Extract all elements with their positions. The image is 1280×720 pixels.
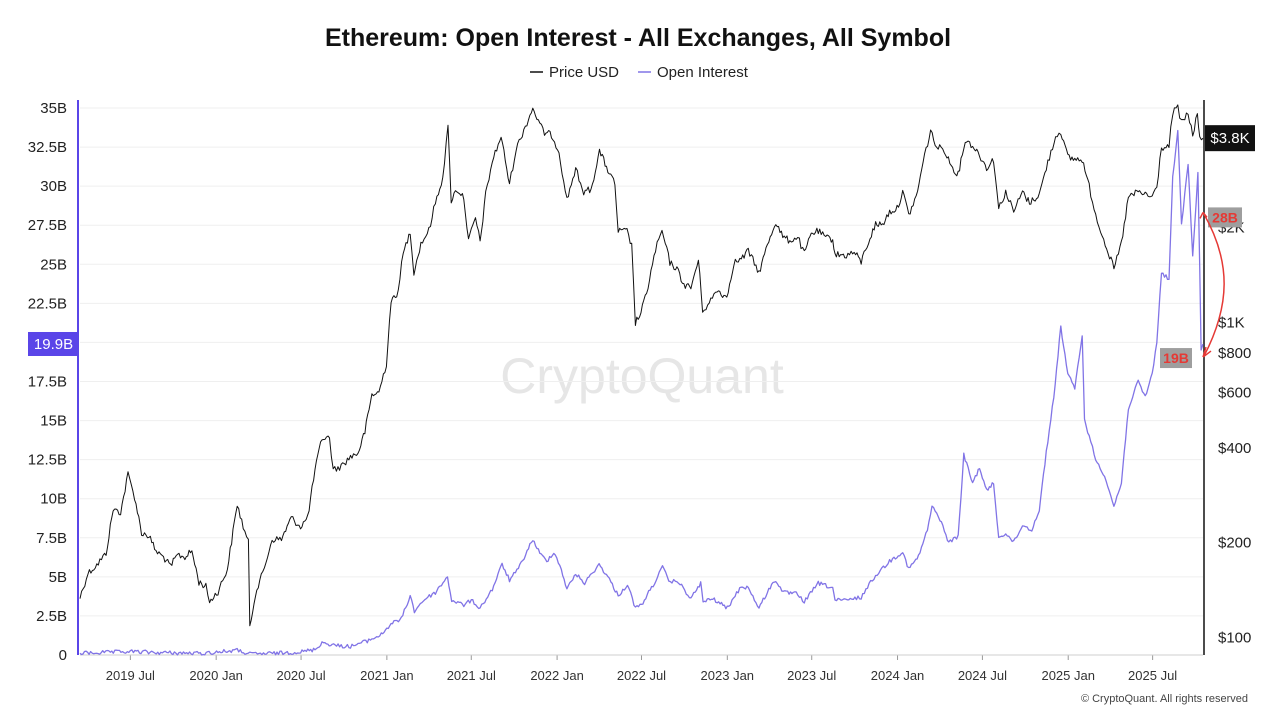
left-tick-label: 25B xyxy=(40,256,67,273)
x-tick-label: 2024 Jan xyxy=(871,668,925,683)
x-tick-label: 2023 Jul xyxy=(787,668,836,683)
footer-copyright: © CryptoQuant. All rights reserved xyxy=(1081,693,1248,705)
series-line-price xyxy=(79,104,1204,627)
right-tick-label: $1K xyxy=(1218,315,1245,332)
watermark: CryptoQuant xyxy=(500,348,784,404)
x-tick-label: 2022 Jan xyxy=(530,668,584,683)
current-oi-badge xyxy=(28,331,79,356)
x-tick-label: 2020 Jul xyxy=(276,668,325,683)
left-tick-label: 22.5B xyxy=(28,295,67,312)
current-oi-badge-label: 19.9B xyxy=(34,336,73,353)
annotation-label-19b: 19B xyxy=(1163,350,1189,366)
x-tick-label: 2022 Jul xyxy=(617,668,666,683)
left-tick-label: 32.5B xyxy=(28,139,67,156)
right-tick-label: $100 xyxy=(1218,630,1251,647)
left-tick-label: 17.5B xyxy=(28,374,67,391)
x-tick-label: 2025 Jan xyxy=(1041,668,1095,683)
x-tick-label: 2025 Jul xyxy=(1128,668,1177,683)
x-tick-label: 2023 Jan xyxy=(701,668,755,683)
legend-label-price: Price USD xyxy=(549,64,619,81)
x-tick-label: 2021 Jan xyxy=(360,668,414,683)
left-tick-label: 30B xyxy=(40,178,67,195)
annotation-arrowhead xyxy=(1202,346,1212,358)
annotation-layer: 19.9B $3.8K 28B 19B xyxy=(28,125,1255,369)
x-tick-label: 2019 Jul xyxy=(106,668,155,683)
grid-layer xyxy=(80,107,1203,617)
left-tick-label: 10B xyxy=(40,491,67,508)
left-tick-label: 7.5B xyxy=(36,530,67,547)
left-tick-label: 0 xyxy=(59,647,67,664)
legend-label-open-interest: Open Interest xyxy=(657,64,749,81)
current-price-badge-label: $3.8K xyxy=(1210,130,1249,147)
x-tick-label: 2024 Jul xyxy=(958,668,1007,683)
x-tick-label: 2021 Jul xyxy=(447,668,496,683)
right-tick-label: $600 xyxy=(1218,384,1251,401)
annotation-arrow xyxy=(1202,212,1225,357)
annotation-box-19b xyxy=(1160,348,1192,369)
left-tick-label: 35B xyxy=(40,100,67,117)
left-tick-label: 15B xyxy=(40,413,67,430)
x-tick-label: 2020 Jan xyxy=(189,668,243,683)
series-line-open-interest xyxy=(79,129,1204,656)
axes-layer: 02.5B5B7.5B10B12.5B15B17.5B20B22.5B25B27… xyxy=(28,100,1251,683)
chart-title: Ethereum: Open Interest - All Exchanges,… xyxy=(325,24,951,52)
current-price-badge xyxy=(1205,125,1255,152)
annotation-label-28b: 28B xyxy=(1212,209,1238,225)
right-tick-label: $200 xyxy=(1218,535,1251,552)
right-tick-label: $400 xyxy=(1218,440,1251,457)
annotation-arrow-tail xyxy=(1199,211,1208,219)
left-tick-label: 2.5B xyxy=(36,608,67,625)
left-tick-label: 27.5B xyxy=(28,217,67,234)
left-tick-label: 5B xyxy=(49,569,67,586)
left-tick-label: 12.5B xyxy=(28,452,67,469)
right-tick-label: $800 xyxy=(1218,345,1251,362)
annotation-box-28b xyxy=(1208,207,1242,228)
series-layer xyxy=(79,104,1204,656)
legend: Price USD Open Interest xyxy=(530,64,749,81)
